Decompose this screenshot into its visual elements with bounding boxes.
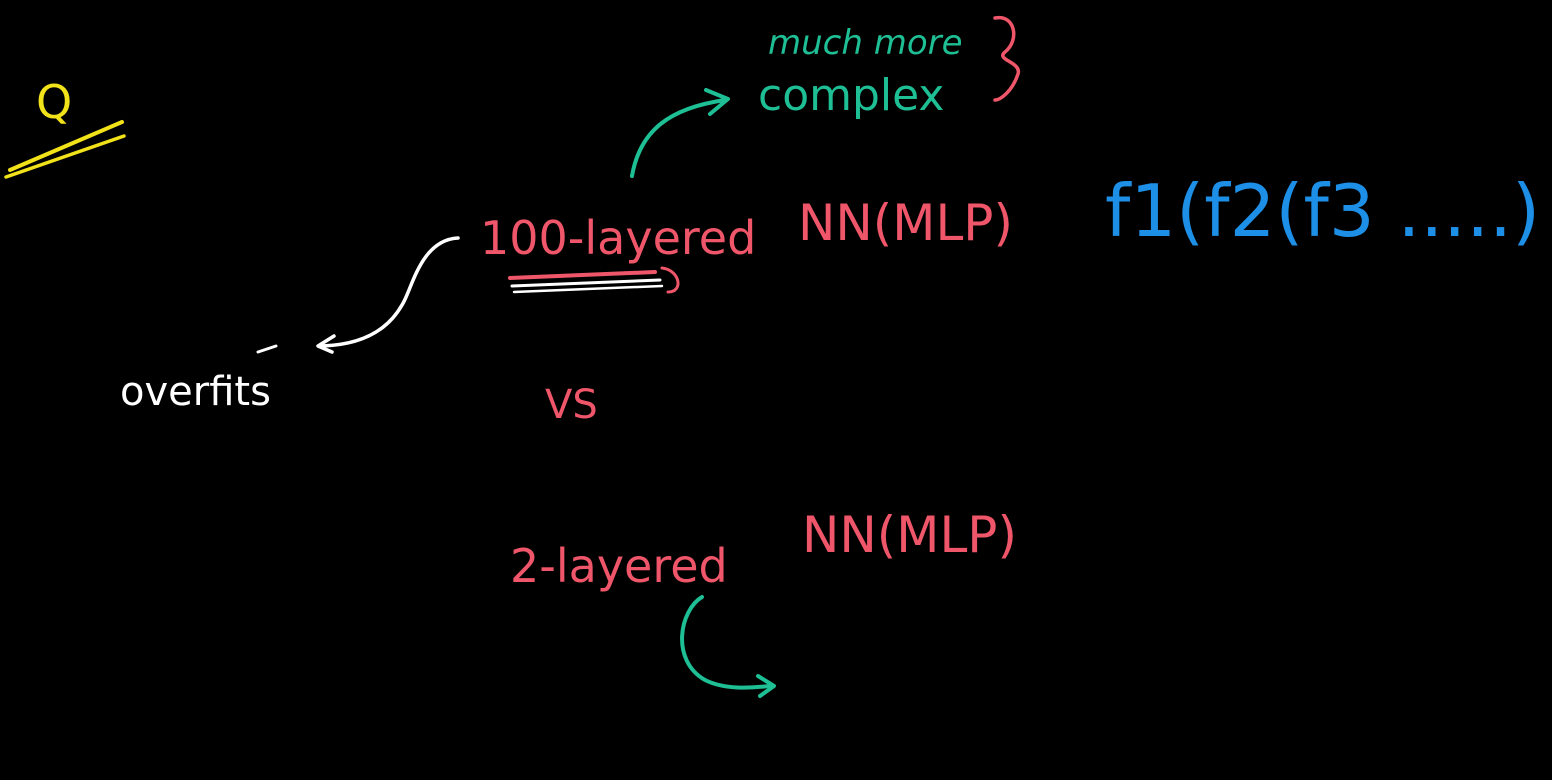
teal-arrow-up (630, 88, 730, 178)
question-underline-2 (4, 134, 126, 179)
question-underline-1 (8, 120, 124, 172)
teal-arrow-down (680, 595, 776, 698)
complexity-note: much more complex (758, 15, 1020, 121)
two-layered-label: 2-layered (510, 539, 728, 593)
white-underline-2 (512, 284, 664, 294)
pink-underline (508, 270, 657, 280)
white-arrow (316, 236, 460, 354)
hundred-layer-line: 100-layered NN(MLP) (480, 194, 1013, 294)
teal-note-line2: complex (758, 70, 944, 121)
pink-descender-loop (660, 266, 680, 294)
hundred-layered-label: 100-layered (480, 211, 756, 265)
question-marker: Q (4, 75, 126, 179)
white-underline-1 (510, 278, 662, 288)
blue-formula: f1(f2(f3 .....) (1105, 169, 1540, 253)
pink-brace (993, 15, 1020, 102)
nn-mlp-label-2: NN(MLP) (802, 506, 1017, 564)
overfits-tick (256, 344, 278, 354)
two-layer-line: 2-layered NN(MLP) (510, 506, 1017, 593)
overfits-label: overfits (120, 369, 271, 415)
vs-label: VS (545, 382, 598, 428)
question-letter: Q (36, 75, 72, 129)
nn-mlp-label-1: NN(MLP) (798, 194, 1013, 252)
teal-note-line1: much more (768, 23, 963, 63)
